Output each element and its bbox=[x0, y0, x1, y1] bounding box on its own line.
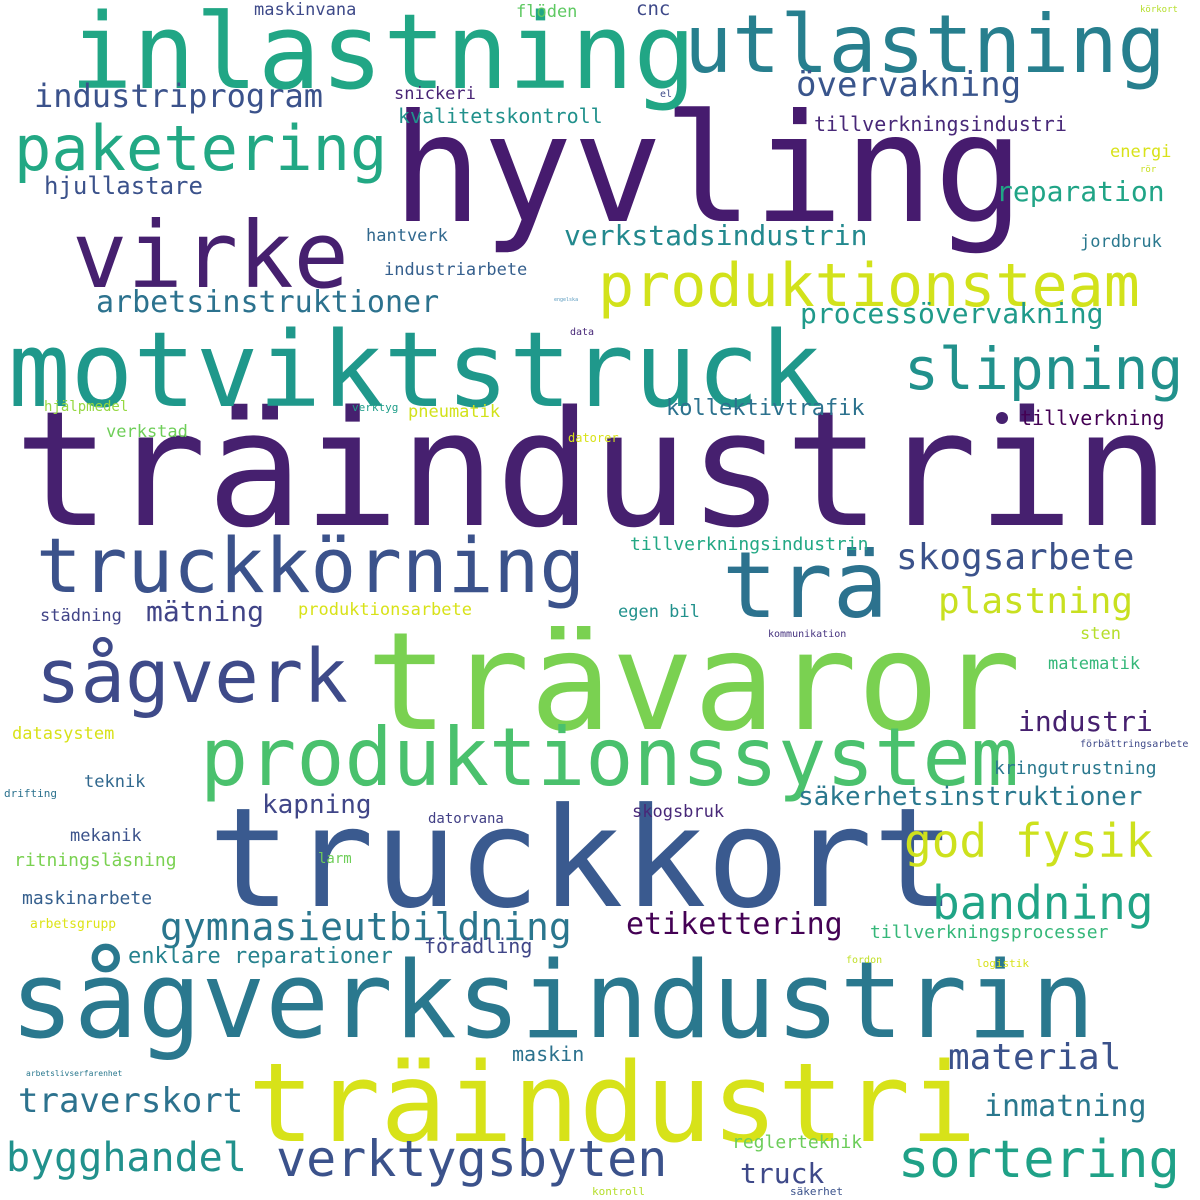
word: mekanik bbox=[70, 826, 142, 846]
word: paketering bbox=[14, 112, 388, 185]
word: produktionsteam bbox=[598, 251, 1140, 321]
word: larm bbox=[318, 851, 352, 867]
word: traverskort bbox=[18, 1081, 244, 1121]
word: snickeri bbox=[394, 84, 476, 104]
word: kvalitetskontroll bbox=[398, 104, 603, 128]
word: tillverkningsindustri bbox=[814, 112, 1067, 136]
word: verktygsbyten bbox=[276, 1130, 668, 1188]
word: cnc bbox=[636, 0, 671, 20]
word: god fysik bbox=[904, 814, 1154, 868]
word: jordbruk bbox=[1080, 232, 1162, 252]
word: truckkort bbox=[208, 778, 956, 939]
word: rör bbox=[1140, 165, 1157, 175]
word: maskinvana bbox=[254, 0, 357, 20]
word: utlastning bbox=[684, 0, 1166, 91]
word: pneumatik bbox=[408, 402, 501, 422]
word: bandning bbox=[932, 876, 1154, 930]
word: truckkörning bbox=[36, 521, 586, 610]
word: engelska bbox=[554, 297, 579, 303]
word: träindustrin bbox=[14, 376, 1170, 563]
word: arbetsgrupp bbox=[30, 917, 117, 932]
word: processövervakning bbox=[800, 297, 1104, 330]
word: industri bbox=[1018, 705, 1153, 738]
word: kapning bbox=[262, 790, 372, 820]
word: datasystem bbox=[12, 724, 115, 744]
word: förädling bbox=[424, 934, 533, 958]
word: mätning bbox=[146, 595, 265, 628]
word: data bbox=[570, 327, 595, 338]
word: tillverkning bbox=[1020, 406, 1165, 430]
word: produktionsarbete bbox=[298, 600, 472, 620]
word: egen bil bbox=[618, 602, 700, 622]
word: övervakning bbox=[796, 65, 1022, 105]
word: sågverk bbox=[36, 634, 348, 720]
word: matematik bbox=[1048, 654, 1141, 674]
word: tillverkningsprocesser bbox=[870, 922, 1109, 943]
word: reparation bbox=[996, 175, 1165, 208]
word: industriprogram bbox=[34, 77, 323, 115]
word: säkerhet bbox=[790, 1185, 843, 1198]
word: virke bbox=[72, 202, 349, 309]
word: industriarbete bbox=[384, 260, 528, 280]
word: verktyg bbox=[352, 401, 399, 414]
word: plastning bbox=[938, 581, 1134, 622]
word: tillverkningsindustrin bbox=[630, 534, 869, 555]
word: inlastning bbox=[70, 0, 697, 113]
word: logistik bbox=[976, 957, 1029, 970]
word: säkerhetsinstruktioner bbox=[798, 782, 1143, 812]
word: sågverksindustrin bbox=[10, 939, 1095, 1062]
word: maskin bbox=[512, 1042, 585, 1066]
word: teknik bbox=[84, 772, 146, 792]
word: arbetsinstruktioner bbox=[96, 285, 440, 320]
word: bygghandel bbox=[6, 1135, 247, 1181]
word: skogsarbete bbox=[896, 537, 1135, 578]
word: kommunikation bbox=[768, 629, 847, 640]
word: el bbox=[660, 89, 673, 100]
dot-mark bbox=[996, 412, 1008, 424]
word: regler­teknik bbox=[732, 1132, 863, 1153]
word: sten bbox=[1080, 624, 1121, 644]
word: etikettering bbox=[626, 907, 843, 942]
word: motviktstruck bbox=[8, 309, 822, 431]
word: städning bbox=[40, 606, 122, 626]
word: drifting bbox=[4, 787, 57, 800]
word: verkstad bbox=[106, 422, 188, 442]
word: truck bbox=[740, 1157, 825, 1190]
word: hyvling bbox=[392, 83, 1025, 257]
word: enklare reparationer bbox=[128, 944, 393, 969]
word: körkort bbox=[1140, 5, 1178, 15]
word: material bbox=[948, 1037, 1122, 1078]
word: inmatning bbox=[984, 1089, 1147, 1124]
word: datorvana bbox=[428, 811, 504, 827]
word: verkstadsindustrin bbox=[564, 219, 868, 252]
word: skogsbruk bbox=[632, 802, 725, 822]
word: förbättringsarbete bbox=[1080, 739, 1189, 750]
word: gymnasieutbildning bbox=[160, 905, 572, 949]
word: energi bbox=[1110, 142, 1172, 162]
word: kontroll bbox=[592, 1185, 645, 1198]
word: produktionssystem bbox=[200, 711, 1019, 804]
word: kringutrustning bbox=[994, 758, 1157, 779]
word: kollektivtrafik bbox=[666, 396, 865, 421]
word: trä bbox=[722, 532, 889, 639]
word: maskinarbete bbox=[22, 888, 153, 909]
word: hantverk bbox=[366, 226, 448, 246]
word: arbetslivserfarenhet bbox=[26, 1069, 123, 1078]
word: sortering bbox=[898, 1130, 1180, 1190]
word: hjälpmedel bbox=[44, 399, 129, 415]
word: hjullastare bbox=[44, 172, 203, 200]
word: datorer bbox=[568, 431, 619, 445]
word: trävaror bbox=[366, 604, 1022, 762]
word: träindustri bbox=[248, 1039, 977, 1167]
word: slipning bbox=[904, 335, 1184, 403]
word: fordon bbox=[846, 955, 883, 966]
word: flöden bbox=[516, 2, 578, 22]
word: ritningsläsning bbox=[14, 850, 177, 871]
